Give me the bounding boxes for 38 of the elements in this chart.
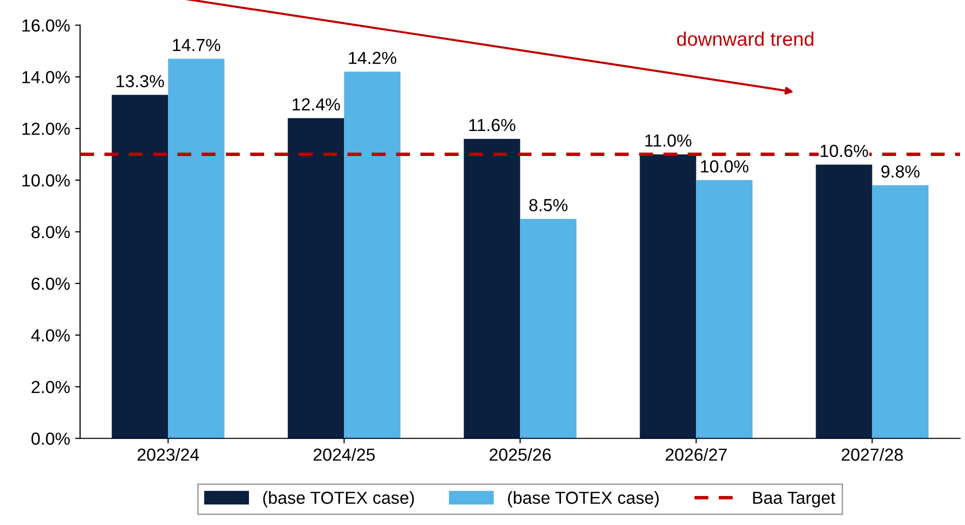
y-tick-label: 2.0%: [32, 380, 70, 394]
y-tick-label: 10.0%: [22, 174, 70, 187]
data-label: 9.8%: [881, 165, 920, 178]
x-tick-label: 2026/27: [666, 448, 727, 461]
y-tick-label: 6.0%: [32, 278, 70, 290]
x-tick-label: 2024/25: [314, 448, 375, 461]
bar: [640, 154, 696, 438]
annotation: downward trend: [677, 32, 814, 46]
bar: [816, 164, 872, 438]
x-tick-label: 2025/26: [490, 448, 551, 461]
bar: [464, 138, 520, 438]
legend-label: (base TOTEX case): [263, 491, 414, 508]
data-label: 11.6%: [469, 118, 516, 132]
y-tick-label: 8.0%: [32, 226, 70, 238]
legend-label: Baa Target: [753, 492, 836, 508]
bar: [696, 180, 752, 438]
bar: [520, 218, 576, 438]
bar: [168, 58, 224, 438]
data-label: 13.3%: [116, 75, 164, 88]
y-tick-label: 14.0%: [22, 71, 70, 84]
data-label: 14.7%: [172, 38, 220, 52]
legend-label: (base TOTEX case): [508, 491, 659, 508]
data-label: 10.6%: [820, 144, 868, 158]
bar: [288, 118, 344, 438]
data-label: 11.0%: [645, 134, 692, 147]
data-label: 10.0%: [701, 160, 748, 173]
x-tick-label: 2027/28: [842, 448, 903, 461]
y-tick-label: 12.0%: [22, 122, 70, 135]
bar: [112, 94, 168, 438]
bar: [872, 185, 928, 438]
data-label: 14.2%: [348, 52, 396, 64]
data-label: 8.5%: [529, 198, 568, 212]
bar: [344, 72, 400, 438]
y-tick-label: 16.0%: [22, 19, 70, 32]
y-tick-label: 0.0%: [31, 432, 70, 445]
y-tick-label: 4.0%: [31, 329, 70, 342]
data-label: 12.4%: [292, 98, 340, 110]
x-tick-label: 2023/24: [138, 448, 199, 461]
